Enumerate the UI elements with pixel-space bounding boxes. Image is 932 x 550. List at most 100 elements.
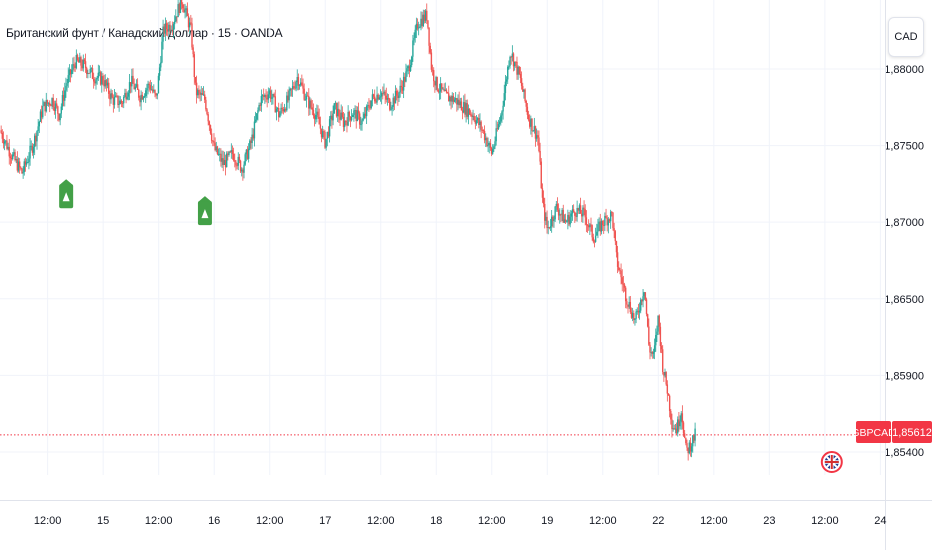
candle-body: [658, 315, 660, 327]
candle-body: [269, 90, 272, 99]
candle-body: [460, 101, 463, 111]
candle-body: [112, 97, 115, 105]
candle-body: [316, 111, 318, 115]
candle-body: [235, 161, 237, 166]
candle-body: [60, 106, 62, 114]
time-tick-label: 12:00: [478, 515, 506, 527]
candle-body: [567, 214, 569, 222]
candle-body: [162, 26, 164, 42]
candle-body: [628, 301, 630, 307]
candle-body: [298, 85, 301, 87]
candle-body: [504, 81, 507, 94]
candle-body: [411, 56, 413, 66]
candle-body: [582, 207, 584, 217]
candle-body: [596, 231, 598, 236]
candle-body: [119, 100, 121, 104]
candle-body: [540, 161, 542, 189]
candle-body: [569, 216, 571, 225]
candle-body: [609, 211, 612, 222]
candle-body: [9, 156, 12, 158]
time-tick-label: 19: [541, 515, 553, 527]
candle-body: [92, 78, 95, 82]
candle-body: [36, 130, 38, 142]
time-tick-label: 22: [652, 515, 664, 527]
time-axis[interactable]: 12:00 15 12:00 16 12:00 17 12:00 18 12:00 19 12:00…: [0, 500, 932, 528]
price-axis[interactable]: 1,88000 1,87500 1,87000 1,86500 1,85900 1,854…: [884, 0, 924, 550]
candle-body: [401, 87, 404, 91]
event-marker[interactable]: [820, 451, 843, 473]
candle-body: [387, 98, 390, 99]
candle-body: [370, 100, 372, 109]
candle-body: [16, 159, 19, 171]
candle-body: [667, 393, 670, 396]
price-tick-label: 1,85400: [884, 447, 924, 459]
candle-body: [332, 113, 334, 121]
candle-body: [685, 437, 687, 444]
candle-body: [493, 146, 495, 150]
candle-body: [439, 83, 442, 92]
candle-body: [520, 78, 523, 87]
candle-body: [343, 120, 346, 128]
candle-body: [606, 217, 608, 226]
candle-body: [202, 94, 205, 96]
candle-body: [128, 82, 131, 93]
candle-body: [20, 167, 22, 169]
candle-body: [88, 73, 90, 74]
candle-body: [133, 83, 135, 90]
candle-body: [206, 109, 208, 115]
candle-body: [360, 124, 362, 126]
candle-body: [424, 10, 427, 21]
candle-body: [356, 110, 359, 122]
candle-body: [308, 95, 310, 109]
candle-body: [635, 311, 637, 319]
candle-body: [207, 114, 209, 122]
candle-body: [446, 92, 449, 94]
candle-body: [481, 129, 483, 131]
candle-body: [675, 428, 678, 434]
candle-body: [96, 77, 98, 80]
candle-body: [180, 0, 183, 5]
candle-body: [82, 59, 84, 69]
candle-body: [680, 413, 682, 422]
candle-body: [229, 151, 231, 153]
candle-body: [427, 20, 429, 28]
time-tick-label: 12:00: [256, 515, 284, 527]
candle-body: [7, 146, 9, 149]
candle-body: [237, 156, 239, 166]
candle-body: [32, 147, 35, 153]
candle-body: [280, 107, 282, 114]
candle-body: [195, 82, 198, 96]
time-tick-label: 12:00: [367, 515, 395, 527]
candle-body: [541, 188, 544, 198]
candle-body: [488, 143, 490, 146]
candle-body: [592, 237, 595, 242]
candle-body: [109, 93, 111, 100]
candle-body: [587, 225, 590, 228]
candle-body: [509, 56, 511, 66]
candle-body: [51, 98, 53, 106]
candle-body: [590, 224, 592, 226]
candle-body: [643, 292, 645, 297]
candle-body: [347, 111, 349, 126]
candle-body: [169, 24, 171, 31]
candle-body: [338, 108, 340, 117]
candle-body: [256, 113, 258, 120]
candle-body: [406, 68, 408, 72]
candle-body: [466, 103, 468, 117]
candle-body: [473, 115, 475, 121]
candle-body: [364, 113, 367, 117]
candle-body: [101, 76, 103, 85]
candle-body: [436, 77, 438, 90]
candle-body: [672, 428, 674, 430]
candle-body: [547, 227, 549, 229]
candle-body: [426, 10, 428, 21]
currency-button[interactable]: CAD: [888, 17, 924, 57]
candle-body: [46, 100, 49, 104]
candle-body: [564, 219, 567, 222]
candle-body: [157, 75, 160, 94]
candle-body: [459, 101, 462, 106]
candle-body: [250, 140, 252, 144]
candle-body: [163, 26, 165, 34]
candle-body: [5, 140, 7, 142]
